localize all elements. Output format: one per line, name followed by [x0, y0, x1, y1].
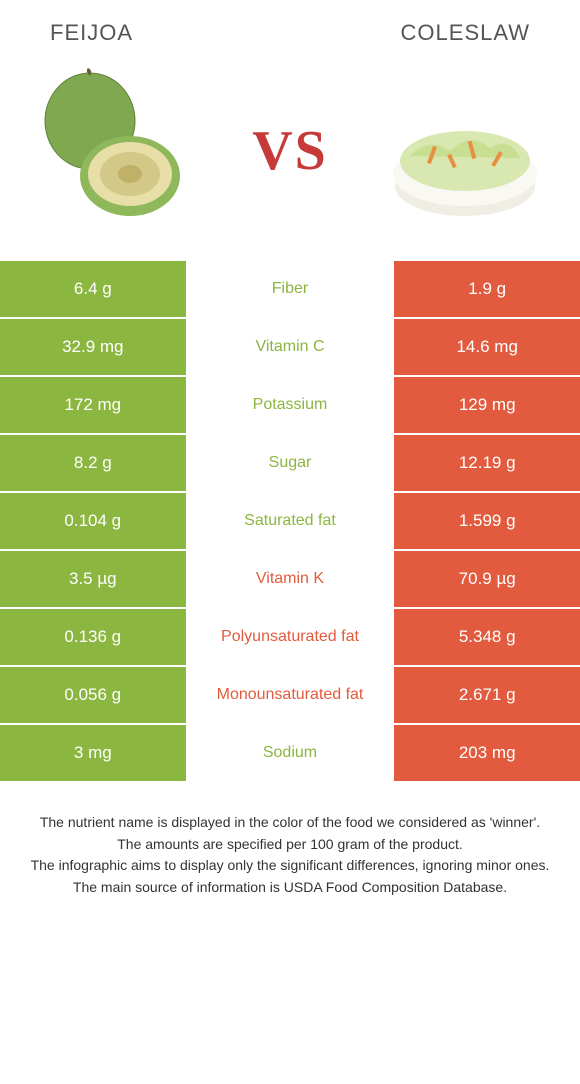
right-value: 70.9 µg: [394, 551, 580, 607]
table-row: 0.104 gSaturated fat1.599 g: [0, 493, 580, 551]
table-row: 6.4 gFiber1.9 g: [0, 261, 580, 319]
nutrient-label: Potassium: [186, 377, 395, 433]
nutrient-table: 6.4 gFiber1.9 g32.9 mgVitamin C14.6 mg17…: [0, 261, 580, 783]
left-value: 172 mg: [0, 377, 186, 433]
right-value: 129 mg: [394, 377, 580, 433]
infographic-container: Feijoa Coleslaw VS: [0, 0, 580, 897]
table-row: 172 mgPotassium129 mg: [0, 377, 580, 435]
footer-line-3: The infographic aims to display only the…: [18, 856, 562, 876]
footer-line-2: The amounts are specified per 100 gram o…: [18, 835, 562, 855]
coleslaw-image: [380, 66, 550, 236]
table-row: 0.056 gMonounsaturated fat2.671 g: [0, 667, 580, 725]
table-row: 3.5 µgVitamin K70.9 µg: [0, 551, 580, 609]
table-row: 8.2 gSugar12.19 g: [0, 435, 580, 493]
left-value: 6.4 g: [0, 261, 186, 317]
left-value: 3.5 µg: [0, 551, 186, 607]
vs-label: VS: [252, 119, 328, 183]
table-row: 3 mgSodium203 mg: [0, 725, 580, 783]
nutrient-label: Polyunsaturated fat: [186, 609, 395, 665]
table-row: 0.136 gPolyunsaturated fat5.348 g: [0, 609, 580, 667]
table-row: 32.9 mgVitamin C14.6 mg: [0, 319, 580, 377]
right-value: 1.599 g: [394, 493, 580, 549]
left-value: 3 mg: [0, 725, 186, 781]
left-value: 32.9 mg: [0, 319, 186, 375]
left-value: 8.2 g: [0, 435, 186, 491]
right-value: 14.6 mg: [394, 319, 580, 375]
nutrient-label: Vitamin K: [186, 551, 395, 607]
left-value: 0.104 g: [0, 493, 186, 549]
nutrient-label: Fiber: [186, 261, 395, 317]
nutrient-label: Sodium: [186, 725, 395, 781]
nutrient-label: Sugar: [186, 435, 395, 491]
nutrient-label: Vitamin C: [186, 319, 395, 375]
left-value: 0.136 g: [0, 609, 186, 665]
footer-line-4: The main source of information is USDA F…: [18, 878, 562, 898]
header-right: Coleslaw: [401, 20, 530, 46]
nutrient-label: Saturated fat: [186, 493, 395, 549]
feijoa-image: [30, 66, 200, 236]
right-value: 12.19 g: [394, 435, 580, 491]
left-value: 0.056 g: [0, 667, 186, 723]
footer-notes: The nutrient name is displayed in the co…: [0, 783, 580, 897]
nutrient-label: Monounsaturated fat: [186, 667, 395, 723]
right-value: 1.9 g: [394, 261, 580, 317]
images-row: VS: [0, 56, 580, 261]
right-value: 5.348 g: [394, 609, 580, 665]
footer-line-1: The nutrient name is displayed in the co…: [18, 813, 562, 833]
header-left: Feijoa: [50, 20, 133, 46]
header-row: Feijoa Coleslaw: [0, 0, 580, 56]
right-value: 2.671 g: [394, 667, 580, 723]
right-value: 203 mg: [394, 725, 580, 781]
